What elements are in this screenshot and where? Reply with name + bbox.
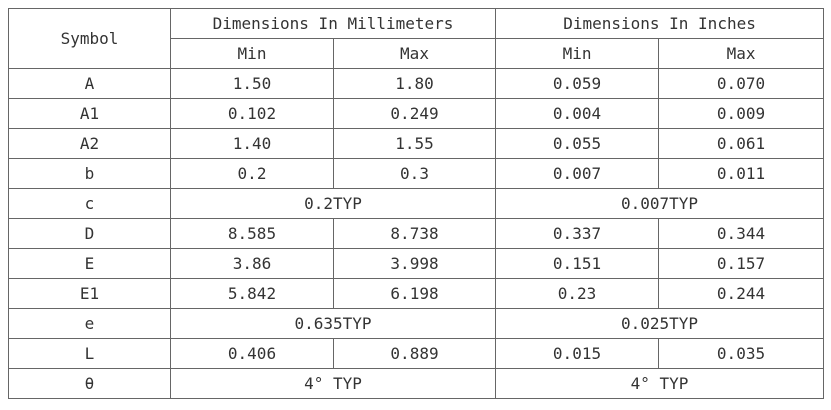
- data-row: θ 4° TYP 4° TYP: [8, 368, 825, 399]
- data-row: A 1.50 1.80 0.059 0.070: [8, 68, 825, 99]
- value-cell: 0.102: [170, 98, 334, 129]
- data-row: b 0.2 0.3 0.007 0.011: [8, 158, 825, 189]
- value-cell: 0.025TYP: [495, 308, 825, 339]
- value-cell: 0.015: [495, 338, 660, 369]
- symbol-cell: A2: [8, 128, 171, 159]
- value-cell: 0.157: [658, 248, 825, 279]
- value-cell: 1.40: [170, 128, 334, 159]
- value-cell: 0.004: [495, 98, 660, 129]
- data-row: L 0.406 0.889 0.015 0.035: [8, 338, 825, 369]
- value-cell: 6.198: [332, 278, 497, 309]
- symbol-cell: E1: [8, 278, 171, 309]
- header-cell: Dimensions In Inches: [495, 8, 825, 39]
- header-cell: Symbol: [8, 8, 171, 69]
- data-row: c 0.2TYP 0.007TYP: [8, 188, 825, 219]
- symbol-cell: θ: [8, 368, 171, 399]
- value-cell: 4° TYP: [495, 368, 825, 399]
- header-row: Min Max Min Max: [9, 38, 825, 69]
- value-cell: 1.50: [170, 68, 334, 99]
- value-cell: 0.635TYP: [169, 308, 497, 339]
- symbol-cell: L: [8, 338, 171, 369]
- value-cell: 8.585: [170, 218, 334, 249]
- data-row: D 8.585 8.738 0.337 0.344: [8, 218, 825, 249]
- header-cell: Max: [332, 38, 497, 69]
- header-row: Symbol Dimensions In Millimeters Dimensi…: [8, 8, 825, 69]
- value-cell: 8.738: [332, 218, 497, 249]
- symbol-cell: b: [8, 158, 171, 189]
- value-cell: 3.86: [170, 248, 334, 279]
- value-cell: 0.244: [658, 278, 825, 309]
- value-cell: 0.2TYP: [169, 188, 497, 219]
- symbol-cell: A1: [8, 98, 171, 129]
- data-row: E1 5.842 6.198 0.23 0.244: [8, 278, 825, 309]
- data-row: A1 0.102 0.249 0.004 0.009: [8, 98, 825, 129]
- value-cell: 0.23: [495, 278, 660, 309]
- value-cell: 0.035: [658, 338, 825, 369]
- value-cell: 0.059: [495, 68, 660, 99]
- value-cell: 0.011: [658, 158, 825, 189]
- data-row: e 0.635TYP 0.025TYP: [8, 308, 825, 339]
- value-cell: 0.889: [332, 338, 497, 369]
- value-cell: 5.842: [170, 278, 334, 309]
- value-cell: 4° TYP: [169, 368, 497, 399]
- header-cell: Dimensions In Millimeters: [169, 8, 497, 39]
- value-cell: 0.061: [658, 128, 825, 159]
- value-cell: 0.009: [658, 98, 825, 129]
- header-cell: Min: [495, 38, 660, 69]
- symbol-cell: A: [8, 68, 171, 99]
- value-cell: 0.344: [658, 218, 825, 249]
- value-cell: 0.151: [495, 248, 660, 279]
- symbol-cell: c: [8, 188, 171, 219]
- value-cell: 0.070: [658, 68, 825, 99]
- value-cell: 0.007: [495, 158, 660, 189]
- value-cell: 0.249: [332, 98, 497, 129]
- table-body: Symbol Dimensions In Millimeters Dimensi…: [8, 8, 825, 399]
- symbol-cell: e: [8, 308, 171, 339]
- value-cell: 0.337: [495, 218, 660, 249]
- value-cell: 0.406: [170, 338, 334, 369]
- data-row: A2 1.40 1.55 0.055 0.061: [8, 128, 825, 159]
- value-cell: 1.55: [332, 128, 497, 159]
- header-cell: Min: [170, 38, 334, 69]
- value-cell: 0.007TYP: [495, 188, 825, 219]
- value-cell: 0.2: [170, 158, 334, 189]
- symbol-cell: D: [8, 218, 171, 249]
- value-cell: 1.80: [332, 68, 497, 99]
- data-row: E 3.86 3.998 0.151 0.157: [8, 248, 825, 279]
- header-cell: Max: [658, 38, 825, 69]
- value-cell: 0.055: [495, 128, 660, 159]
- value-cell: 0.3: [332, 158, 497, 189]
- dimension-table: Symbol Dimensions In Millimeters Dimensi…: [8, 8, 825, 399]
- symbol-cell: E: [8, 248, 171, 279]
- value-cell: 3.998: [332, 248, 497, 279]
